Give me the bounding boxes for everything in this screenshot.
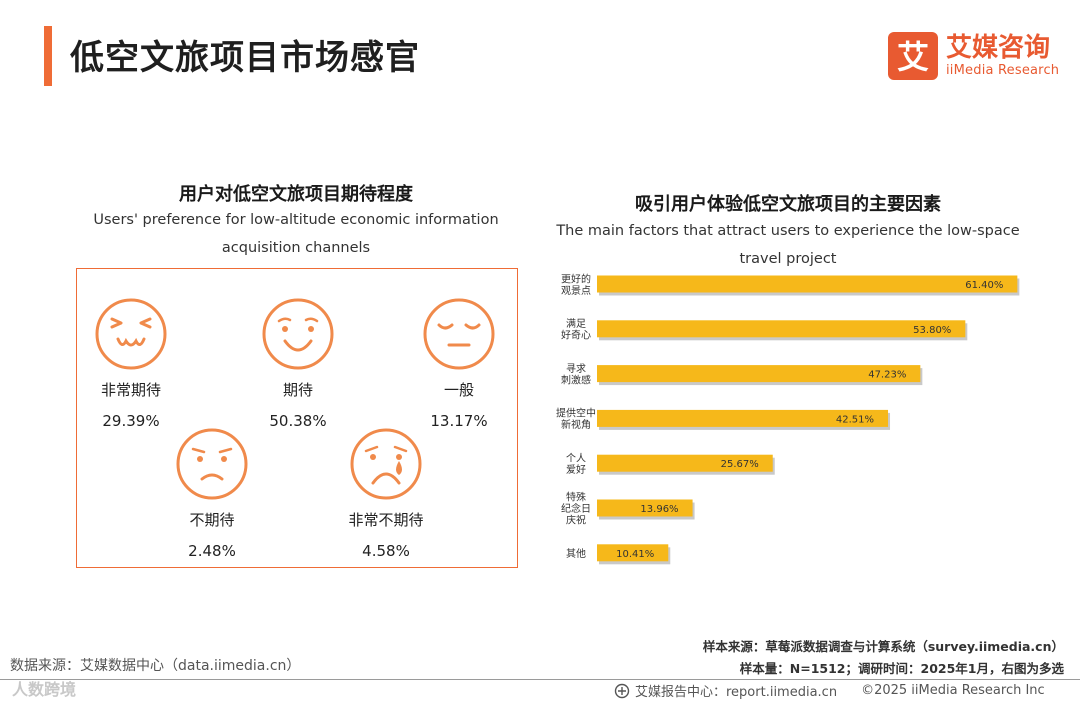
right-section-title: 吸引用户体验低空文旅项目的主要因素 <box>635 194 941 215</box>
very-excited-face-icon <box>95 298 167 370</box>
category-label: 庆祝 <box>566 514 586 527</box>
right-section-subtitle: The main factors that attract users to e… <box>556 217 1020 273</box>
bar-value-label: 47.23% <box>868 370 906 381</box>
smiling-face-icon <box>262 298 334 370</box>
face-label: 非常期待 <box>100 381 161 399</box>
face-expecting: 期待 50.38% <box>228 297 368 430</box>
logo-mark-icon: 艾 <box>888 32 938 80</box>
data-source: 数据来源：艾媒数据中心（data.iimedia.cn） <box>10 658 301 674</box>
category-label: 寻求 <box>566 363 586 375</box>
category-label: 观景点 <box>561 285 591 297</box>
footer: 艾媒报告中心：report.iimedia.cn ©2025 iiMedia R… <box>614 681 1045 700</box>
face-value: 13.17% <box>430 412 488 430</box>
face-label: 非常不期待 <box>348 511 424 529</box>
crying-face-icon <box>350 428 422 500</box>
expectation-panel <box>76 268 518 568</box>
face-value: 4.58% <box>362 542 410 560</box>
face-very-excited: 非常期待 29.39% <box>61 297 201 430</box>
report-center-icon <box>614 683 630 698</box>
sample-info: 样本量：N=1512；调研时间：2025年1月，右图为多选 <box>739 661 1064 676</box>
bar <box>597 499 693 517</box>
category-label: 提供空中 <box>556 407 596 420</box>
category-label: 其他 <box>566 547 586 560</box>
left-section-subtitle: Users' preference for low-altitude econo… <box>66 206 526 262</box>
watermark: 人数跨境 <box>12 680 77 699</box>
face-label: 不期待 <box>189 511 235 529</box>
bar-value-label: 53.80% <box>913 325 951 336</box>
right-subtitle-line-2: travel project <box>739 251 837 267</box>
bar-value-label: 61.40% <box>965 280 1003 291</box>
right-subtitle-line-1: The main factors that attract users to e… <box>556 223 1020 239</box>
category-label: 纪念日 <box>561 502 591 515</box>
iimedia-logo: 艾 艾媒咨询 iiMedia Research <box>888 32 1059 80</box>
bar-value-label: 13.96% <box>640 504 678 515</box>
face-not-expecting: 不期待 2.48% <box>142 427 282 560</box>
bar <box>597 454 773 472</box>
sad-face-icon <box>176 428 248 500</box>
copyright: ©2025 iiMedia Research Inc <box>861 683 1045 698</box>
category-label: 爱好 <box>566 463 586 476</box>
category-label: 刺激感 <box>561 373 591 386</box>
bar <box>597 544 669 562</box>
bar-value-label: 10.41% <box>616 549 654 560</box>
face-label: 期待 <box>282 381 313 399</box>
face-value: 29.39% <box>102 412 160 430</box>
face-neutral: 一般 13.17% <box>389 297 529 430</box>
category-label: 特殊 <box>566 491 586 504</box>
left-subtitle-line-2: acquisition channels <box>221 240 371 256</box>
category-label: 新视角 <box>561 418 591 431</box>
face-value: 2.48% <box>188 542 236 560</box>
logo-mark-text: 艾 <box>897 38 929 76</box>
footer-divider <box>0 679 1080 680</box>
category-label: 更好的 <box>561 272 591 285</box>
bar-value-label: 25.67% <box>721 459 759 470</box>
face-very-not-expecting: 非常不期待 4.58% <box>316 427 456 560</box>
bar <box>597 409 889 427</box>
category-label: 好奇心 <box>561 329 591 342</box>
logo-chinese-name: 艾媒咨询 <box>946 33 1051 63</box>
category-label: 满足 <box>566 318 586 330</box>
logo-english-name: iiMedia Research <box>946 63 1060 78</box>
title-accent-bar <box>44 26 52 86</box>
bar <box>597 275 1018 293</box>
left-section-title: 用户对低空文旅项目期待程度 <box>179 184 413 205</box>
bar-value-label: 42.51% <box>836 414 874 425</box>
sample-source: 样本来源：草莓派数据调查与计算系统（survey.iimedia.cn） <box>702 639 1064 654</box>
face-label: 一般 <box>443 381 474 399</box>
left-subtitle-line-1: Users' preference for low-altitude econo… <box>93 212 499 228</box>
report-center-link[interactable]: 艾媒报告中心：report.iimedia.cn <box>635 685 838 700</box>
category-label: 个人 <box>566 452 586 464</box>
sample-notes: 样本来源：草莓派数据调查与计算系统（survey.iimedia.cn） 样本量… <box>703 636 1064 680</box>
neutral-face-icon <box>423 298 495 370</box>
bar <box>597 365 921 383</box>
face-value: 50.38% <box>269 412 327 430</box>
bar <box>597 320 966 338</box>
page-title: 低空文旅项目市场感官 <box>70 38 420 78</box>
